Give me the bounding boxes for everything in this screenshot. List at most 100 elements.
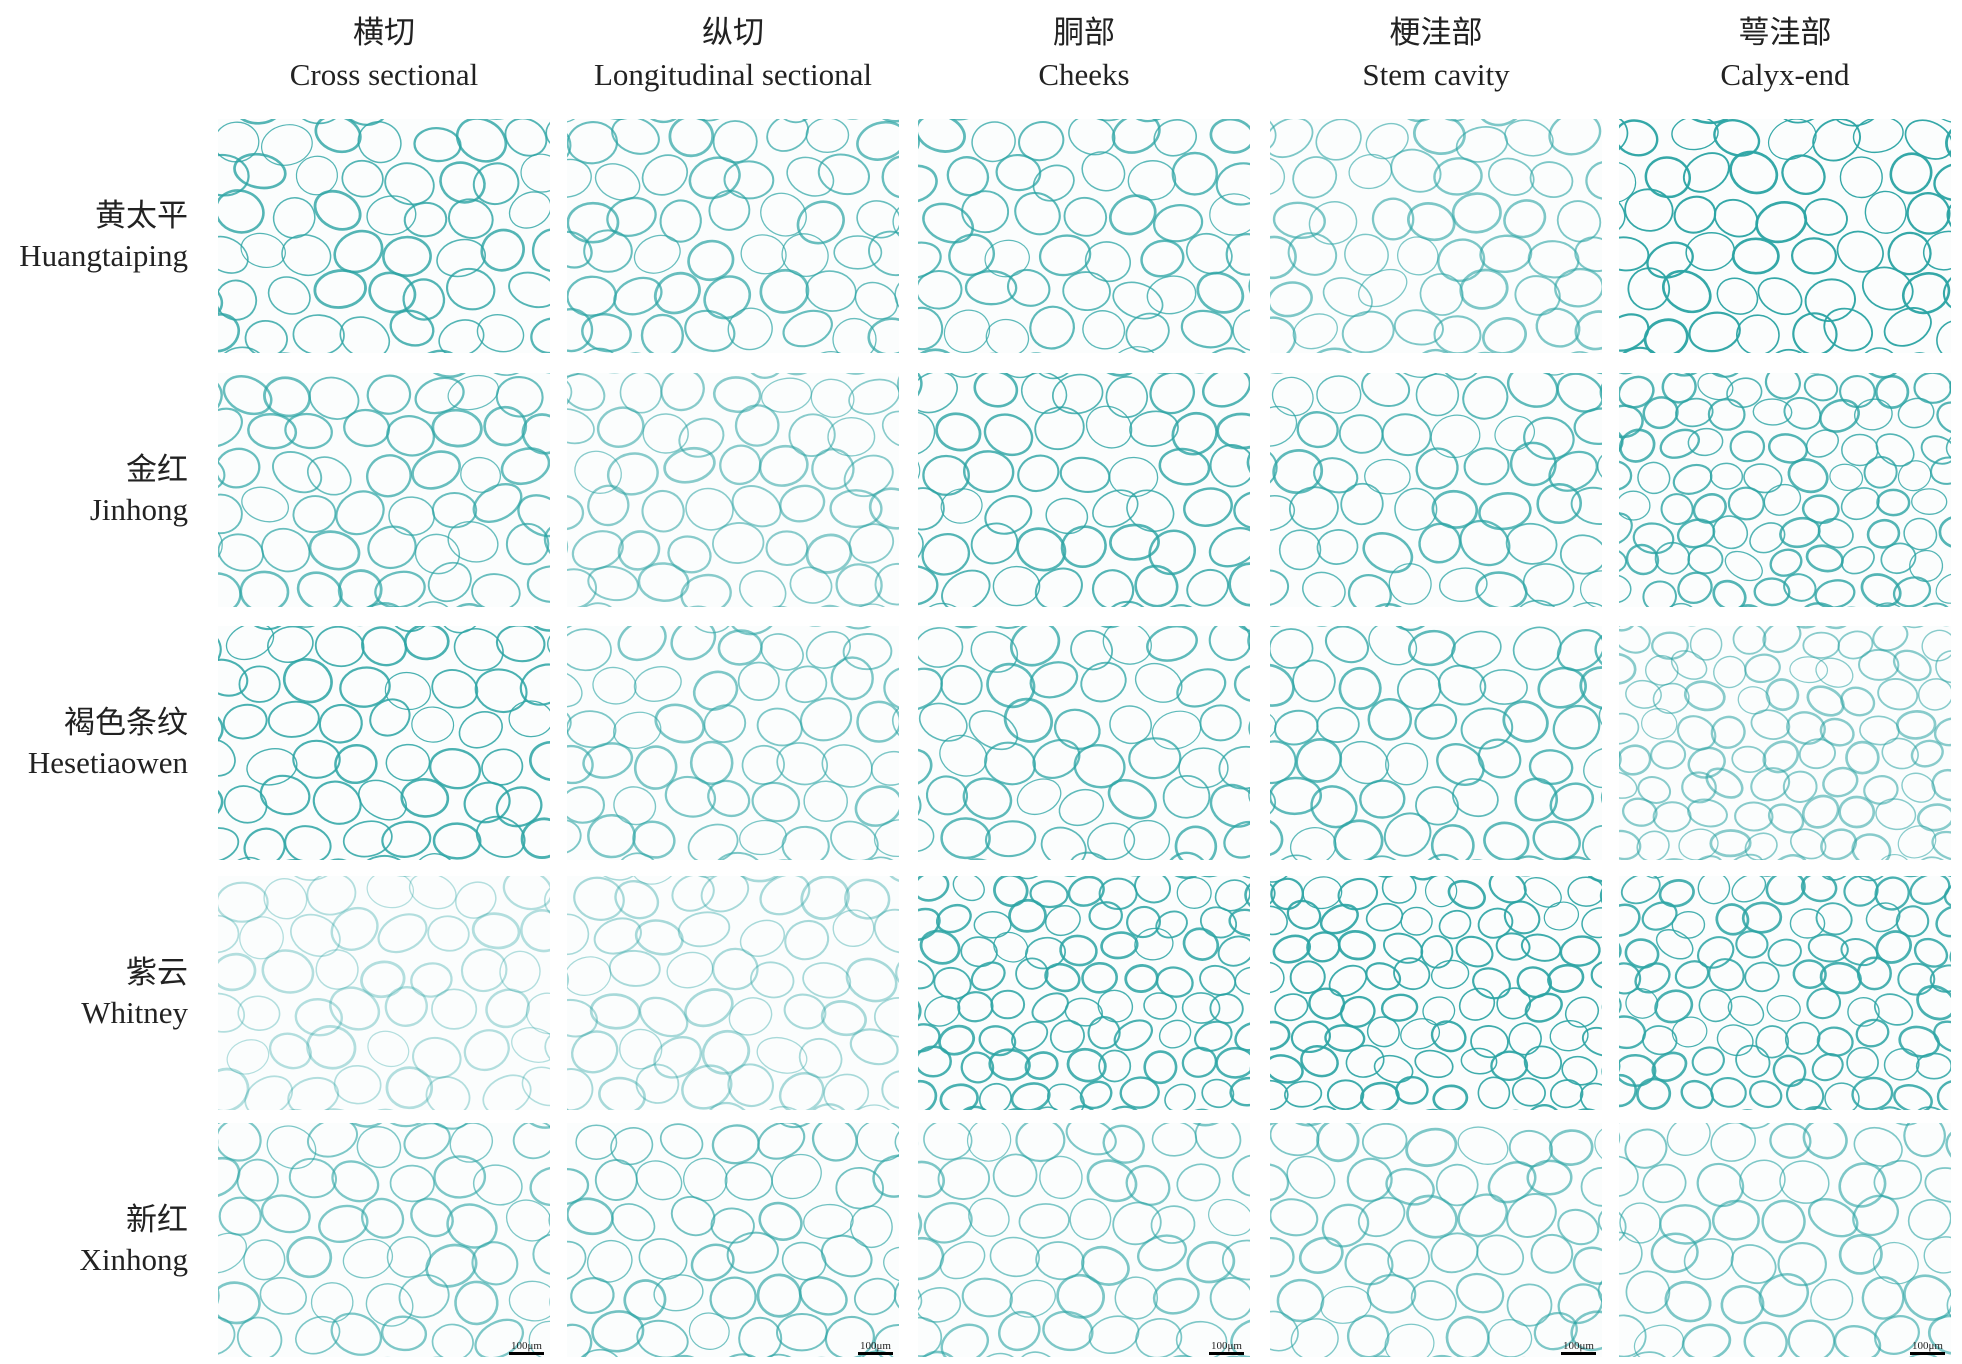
cell-wall [614, 880, 660, 920]
cell-wall [222, 375, 273, 416]
cell-wall [436, 238, 486, 278]
cell-wall [1942, 268, 1951, 313]
cell-wall [1876, 488, 1911, 517]
cell-wall [1199, 964, 1237, 996]
cell-wall [781, 1241, 827, 1281]
cell-wall [226, 1039, 270, 1075]
cell-wall [1208, 1198, 1250, 1237]
micrograph: 100μm [567, 1123, 899, 1357]
cell-wall [1775, 119, 1827, 124]
cell-wall [398, 1274, 450, 1319]
cell-wall [1283, 1080, 1323, 1108]
cell-wall [881, 155, 899, 199]
cell-wall [1600, 779, 1602, 821]
cell-wall [1949, 601, 1951, 607]
cell-wall [433, 1155, 487, 1199]
cell-wall [239, 916, 284, 960]
cell-wall [1380, 993, 1419, 1022]
cell-wall [218, 914, 240, 954]
cell-wall [495, 626, 546, 663]
cell-wall [1483, 821, 1530, 860]
cell-wall [993, 931, 1029, 963]
cell-wall [453, 1108, 503, 1110]
cell-wall [1015, 1123, 1066, 1163]
cell-wall [1460, 707, 1514, 750]
cell-wall [1415, 373, 1460, 417]
cell-wall [856, 1123, 899, 1162]
cell-wall [574, 1348, 623, 1357]
cell-wall [1248, 268, 1250, 312]
cell-wall [896, 373, 899, 408]
cell-wall [1270, 776, 1323, 816]
cell-wall [1082, 310, 1126, 350]
cell-wall [1749, 1080, 1783, 1109]
cell-wall [1408, 629, 1456, 667]
cell-wall [716, 1353, 765, 1357]
cell-wall [244, 626, 291, 631]
cell-wall [384, 162, 435, 206]
cell-wall [687, 626, 735, 634]
cell-wall [567, 744, 594, 785]
cell-wall [1529, 161, 1574, 198]
cell-wall [1763, 483, 1802, 516]
cell-wall [330, 906, 379, 951]
cell-wall [1360, 1081, 1400, 1110]
cell-wall [1744, 961, 1780, 993]
cell-wall [1920, 435, 1951, 465]
cell-wall [985, 318, 1030, 353]
micrograph [567, 119, 899, 353]
cell-wall [1190, 876, 1229, 878]
cell-wall [292, 495, 337, 534]
cell-wall [1504, 119, 1554, 157]
micrograph-image [1619, 1123, 1951, 1357]
cell-wall [1712, 579, 1747, 607]
cell-wall [313, 269, 367, 309]
cell-wall [1556, 200, 1602, 243]
cell-wall [1365, 122, 1409, 160]
cell-wall [567, 1197, 614, 1236]
cell-wall [318, 1204, 369, 1244]
cell-wall [1340, 995, 1376, 1028]
cell-wall [1326, 1079, 1365, 1110]
cell-wall [1690, 855, 1725, 860]
cell-wall [922, 454, 970, 496]
cell-wall [427, 561, 472, 603]
cell-wall [998, 1310, 1041, 1352]
cell-wall [1619, 962, 1642, 995]
cell-wall [1619, 626, 1637, 632]
cell-wall [986, 662, 1036, 709]
cell-wall [1619, 373, 1642, 375]
cell-wall [633, 665, 682, 703]
cell-wall [1054, 1355, 1101, 1357]
cell-wall [367, 1030, 410, 1068]
cell-wall [1547, 963, 1585, 993]
cell-wall [684, 988, 734, 1028]
cell-wall [1063, 196, 1108, 237]
cell-wall [1088, 901, 1123, 931]
cell-wall [1270, 1054, 1304, 1084]
cell-wall [1856, 956, 1892, 991]
cell-wall [1713, 119, 1761, 157]
cell-wall [1875, 930, 1912, 964]
cell-wall [380, 1315, 428, 1352]
cell-wall [1654, 858, 1697, 860]
cell-wall [630, 876, 680, 885]
cell-wall [1789, 626, 1825, 629]
cell-wall [313, 189, 362, 231]
cell-wall [260, 1194, 311, 1234]
cell-wall [414, 376, 465, 415]
cell-wall [1619, 546, 1628, 575]
cell-wall [1619, 119, 1659, 157]
cell-wall [1926, 1123, 1951, 1127]
cell-wall [1087, 822, 1136, 860]
cell-wall [1045, 497, 1089, 535]
cell-wall [1003, 697, 1054, 743]
cell-wall [918, 748, 933, 787]
cell-wall [472, 483, 523, 523]
cell-wall [623, 1279, 667, 1321]
cell-wall [1881, 737, 1919, 770]
micrograph: 100μm [1270, 1123, 1602, 1357]
cell-wall [1315, 119, 1362, 161]
cell-wall [1924, 1167, 1951, 1203]
cell-wall [521, 413, 550, 455]
